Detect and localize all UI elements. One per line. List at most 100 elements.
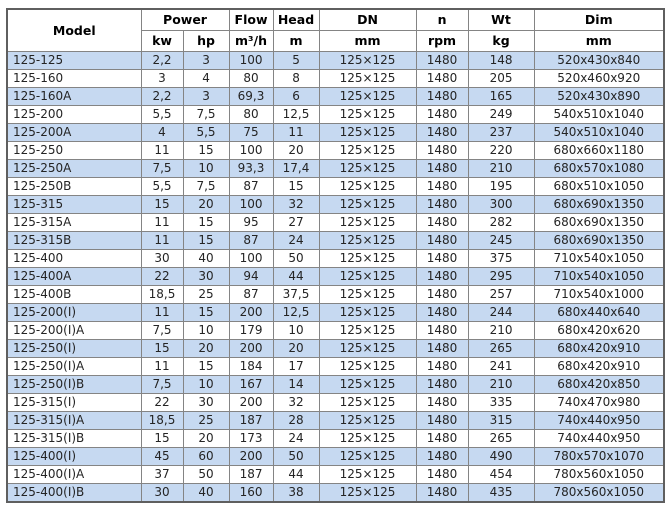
header-dim: Dim xyxy=(533,8,665,31)
table-row: 125-400(I) 45 60 200 50 125×125 1480 490 780x570… xyxy=(6,447,665,466)
cell-hp: 30 xyxy=(182,393,230,412)
cell-head: 28 xyxy=(272,411,320,430)
cell-dim: 780x560x1050 xyxy=(533,483,665,503)
cell-dim: 740x440x950 xyxy=(533,411,665,430)
cell-head: 10 xyxy=(272,321,320,340)
cell-n: 1480 xyxy=(415,141,469,160)
cell-kw: 7,5 xyxy=(140,321,184,340)
cell-n: 1480 xyxy=(415,159,469,178)
cell-dim: 710x540x1050 xyxy=(533,267,665,286)
cell-flow: 187 xyxy=(228,465,274,484)
cell-wt: 315 xyxy=(467,411,535,430)
cell-n: 1480 xyxy=(415,411,469,430)
cell-dn: 125×125 xyxy=(318,375,417,394)
cell-dn: 125×125 xyxy=(318,429,417,448)
cell-model: 125-160A xyxy=(6,87,142,106)
table-row: 125-250(I) 15 20 200 20 125×125 1480 265 680x420… xyxy=(6,339,665,358)
header-dn: DN xyxy=(318,8,417,31)
cell-kw: 22 xyxy=(140,267,184,286)
cell-dim: 680x420x850 xyxy=(533,375,665,394)
cell-hp: 15 xyxy=(182,357,230,376)
pump-spec-table: Model Power Flow Head DN n Wt Dim kw hp … xyxy=(6,8,666,503)
cell-model: 125-250(I)B xyxy=(6,375,142,394)
cell-model: 125-400(I)A xyxy=(6,465,142,484)
header-unit-wt: kg xyxy=(467,30,535,52)
cell-dim: 520x430x890 xyxy=(533,87,665,106)
cell-hp: 15 xyxy=(182,141,230,160)
table-row: 125-400 30 40 100 50 125×125 1480 375 710x540x10… xyxy=(6,249,665,268)
cell-n: 1480 xyxy=(415,87,469,106)
cell-hp: 10 xyxy=(182,159,230,178)
cell-head: 44 xyxy=(272,465,320,484)
cell-kw: 15 xyxy=(140,429,184,448)
cell-hp: 25 xyxy=(182,411,230,430)
cell-dn: 125×125 xyxy=(318,195,417,214)
cell-wt: 148 xyxy=(467,51,535,70)
header-unit-kw: kw xyxy=(140,30,184,52)
cell-head: 20 xyxy=(272,141,320,160)
table-row: 125-315 15 20 100 32 125×125 1480 300 680x690x13… xyxy=(6,195,665,214)
cell-kw: 5,5 xyxy=(140,177,184,196)
cell-hp: 50 xyxy=(182,465,230,484)
cell-model: 125-315(I) xyxy=(6,393,142,412)
cell-hp: 30 xyxy=(182,267,230,286)
cell-kw: 2,2 xyxy=(140,51,184,70)
cell-kw: 11 xyxy=(140,231,184,250)
cell-dn: 125×125 xyxy=(318,231,417,250)
cell-head: 5 xyxy=(272,51,320,70)
cell-dim: 740x470x980 xyxy=(533,393,665,412)
cell-dim: 680x690x1350 xyxy=(533,231,665,250)
cell-head: 6 xyxy=(272,87,320,106)
cell-n: 1480 xyxy=(415,213,469,232)
cell-hp: 10 xyxy=(182,321,230,340)
cell-head: 8 xyxy=(272,69,320,88)
cell-flow: 87 xyxy=(228,231,274,250)
cell-dn: 125×125 xyxy=(318,285,417,304)
cell-wt: 490 xyxy=(467,447,535,466)
cell-dim: 680x570x1080 xyxy=(533,159,665,178)
cell-head: 38 xyxy=(272,483,320,503)
cell-hp: 25 xyxy=(182,285,230,304)
cell-hp: 20 xyxy=(182,429,230,448)
cell-kw: 5,5 xyxy=(140,105,184,124)
header-power: Power xyxy=(140,8,230,31)
cell-flow: 200 xyxy=(228,339,274,358)
cell-dim: 680x660x1180 xyxy=(533,141,665,160)
cell-dim: 540x510x1040 xyxy=(533,105,665,124)
cell-dn: 125×125 xyxy=(318,303,417,322)
cell-model: 125-315(I)B xyxy=(6,429,142,448)
cell-model: 125-250B xyxy=(6,177,142,196)
cell-head: 44 xyxy=(272,267,320,286)
cell-kw: 11 xyxy=(140,141,184,160)
cell-wt: 241 xyxy=(467,357,535,376)
cell-wt: 220 xyxy=(467,141,535,160)
cell-flow: 69,3 xyxy=(228,87,274,106)
header-head: Head xyxy=(272,8,320,31)
cell-n: 1480 xyxy=(415,429,469,448)
cell-wt: 205 xyxy=(467,69,535,88)
table-row: 125-400(I)B 30 40 160 38 125×125 1480 435 780x56… xyxy=(6,483,665,503)
cell-head: 27 xyxy=(272,213,320,232)
cell-hp: 15 xyxy=(182,231,230,250)
cell-dn: 125×125 xyxy=(318,51,417,70)
cell-model: 125-200(I) xyxy=(6,303,142,322)
cell-wt: 454 xyxy=(467,465,535,484)
cell-n: 1480 xyxy=(415,357,469,376)
cell-kw: 37 xyxy=(140,465,184,484)
cell-head: 17,4 xyxy=(272,159,320,178)
cell-hp: 40 xyxy=(182,483,230,503)
cell-dim: 780x560x1050 xyxy=(533,465,665,484)
header-row-labels: Model Power Flow Head DN n Wt Dim xyxy=(6,8,665,52)
cell-model: 125-400A xyxy=(6,267,142,286)
cell-hp: 15 xyxy=(182,213,230,232)
cell-dim: 540x510x1040 xyxy=(533,123,665,142)
cell-hp: 3 xyxy=(182,51,230,70)
cell-kw: 22 xyxy=(140,393,184,412)
cell-model: 125-400(I) xyxy=(6,447,142,466)
cell-dim: 680x420x910 xyxy=(533,339,665,358)
cell-flow: 80 xyxy=(228,69,274,88)
cell-model: 125-250(I)A xyxy=(6,357,142,376)
cell-kw: 3 xyxy=(140,69,184,88)
cell-hp: 7,5 xyxy=(182,105,230,124)
table-row: 125-250(I)B 7,5 10 167 14 125×125 1480 210 680x4… xyxy=(6,375,665,394)
